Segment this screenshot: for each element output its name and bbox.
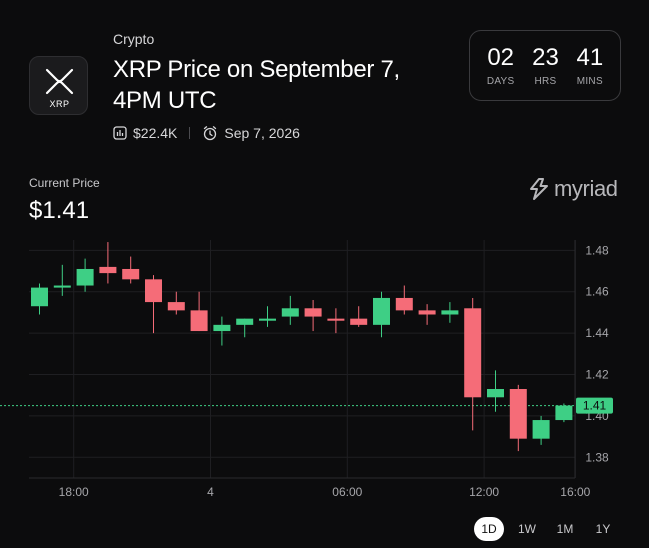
y-tick-label: 1.46 <box>585 285 609 299</box>
xrp-logo-mark: XRP <box>45 68 74 109</box>
countdown-days: 02 DAYS <box>487 31 515 100</box>
countdown-hours: 23 HRS <box>532 31 559 100</box>
timeframe-1m-button[interactable]: 1M <box>556 522 574 536</box>
candle-up <box>532 420 550 439</box>
myriad-brand-name: myriad <box>554 176 618 201</box>
y-tick-label: 1.44 <box>585 326 609 340</box>
candle-down <box>327 318 345 321</box>
candle-down <box>509 389 527 439</box>
candle-down <box>190 310 208 332</box>
candle-up <box>31 287 48 307</box>
current-price-label: Current Price <box>29 176 100 190</box>
candle-down <box>167 302 185 311</box>
countdown-days-label: DAYS <box>486 76 515 87</box>
candle-up <box>259 318 276 321</box>
candle-down <box>395 297 413 311</box>
current-price-tag-label: 1.41 <box>583 399 607 413</box>
countdown-hours-value: 23 <box>532 44 559 71</box>
category-label[interactable]: Crypto <box>113 31 155 47</box>
candle-up <box>441 310 459 315</box>
countdown-hours-label: HRS <box>534 76 557 87</box>
countdown-minutes: 41 MINS <box>576 31 603 100</box>
candle-down <box>122 268 140 280</box>
countdown-days-value: 02 <box>487 44 515 71</box>
x-tick-label: 16:00 <box>560 485 590 499</box>
candle-up <box>213 324 231 332</box>
alarm-clock-icon <box>204 126 217 141</box>
myriad-brand: myriad <box>528 176 618 202</box>
timeframe-1d-button[interactable]: 1D <box>474 517 504 541</box>
x-tick-label: 06:00 <box>332 485 362 499</box>
candle-down <box>304 308 322 317</box>
countdown-minutes-label: MINS <box>576 76 603 87</box>
volume-icon <box>113 126 127 140</box>
candle-down <box>350 318 368 325</box>
candle-down <box>99 266 117 274</box>
timeframe-1y-button[interactable]: 1Y <box>595 522 611 536</box>
candle-up <box>236 318 254 325</box>
candle-down <box>418 310 436 315</box>
volume-value: $22.4K <box>133 125 178 141</box>
x-tick-label: 18:00 <box>59 485 89 499</box>
y-tick-label: 1.42 <box>585 368 609 382</box>
candle-up <box>487 389 504 398</box>
resolution-date: Sep 7, 2026 <box>224 125 300 141</box>
market-title: XRP Price on September 7, 4PM UTC <box>113 56 400 114</box>
market-meta: $22.4K Sep 7, 2026 <box>113 124 300 142</box>
countdown-minutes-value: 41 <box>576 44 604 71</box>
x-tick-label: 12:00 <box>469 485 499 499</box>
x-tick-label: 4 <box>207 485 214 499</box>
countdown-timer: 02 DAYS 23 HRS 41 MINS <box>469 30 621 101</box>
xrp-logo-text: XRP <box>49 99 69 109</box>
xrp-logo: XRP <box>29 56 88 115</box>
candle-down <box>464 308 482 398</box>
candle-down <box>145 279 162 303</box>
y-tick-label: 1.38 <box>585 450 609 464</box>
current-price-tag <box>576 397 613 414</box>
y-tick-label: 1.48 <box>585 243 609 257</box>
candle-up <box>53 285 71 288</box>
myriad-logo-icon <box>530 178 548 200</box>
timeframe-1w-button[interactable]: 1W <box>518 522 536 536</box>
candle-up <box>76 268 94 286</box>
current-price-value: $1.41 <box>29 197 90 224</box>
timeframe-selector: 1D 1W 1M 1Y <box>474 517 618 541</box>
candle-up <box>373 297 390 325</box>
candle-up <box>281 308 299 317</box>
candle-up <box>555 405 573 421</box>
meta-divider <box>189 127 191 139</box>
